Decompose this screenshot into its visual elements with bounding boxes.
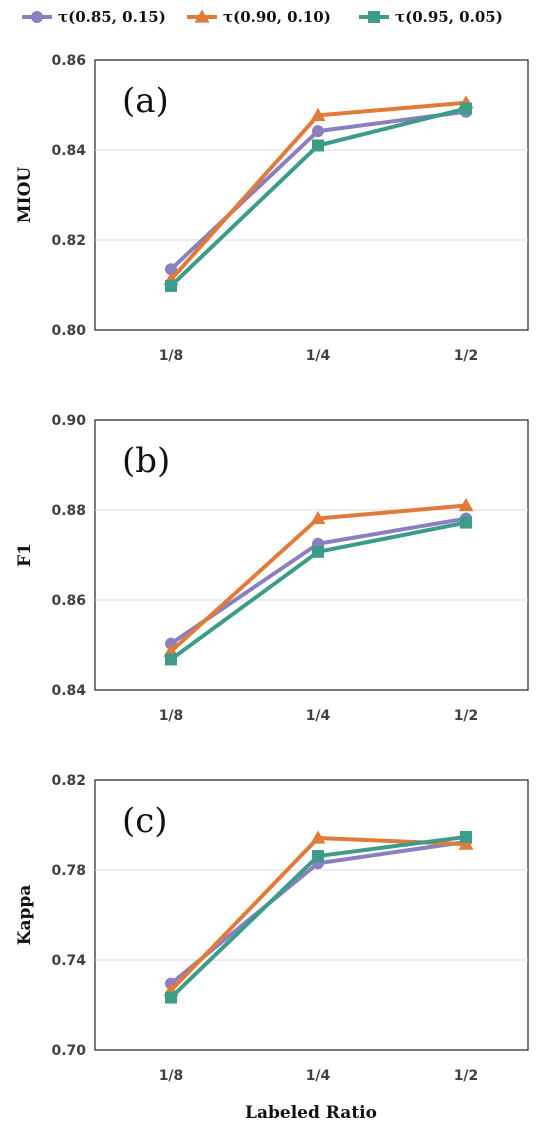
data-point (165, 653, 177, 666)
panel-tag: (b) (122, 441, 170, 481)
x-tick-label: 1/8 (159, 708, 184, 724)
data-point (458, 498, 474, 512)
legend-item: τ(0.85, 0.15) (22, 8, 166, 26)
x-tick-label: 1/2 (454, 348, 479, 364)
legend-marker (31, 11, 43, 23)
y-axis-label: F1 (15, 543, 35, 567)
x-tick-label: 1/4 (306, 708, 331, 724)
y-tick-label: 0.82 (51, 773, 86, 789)
legend-marker (368, 11, 380, 23)
y-tick-label: 0.88 (51, 503, 86, 519)
legend-label: τ(0.95, 0.05) (395, 8, 503, 26)
data-point (312, 545, 324, 558)
chart-panel: 0.80 0.82 0.84 0.86 1/8 1/4 1/2 MIOU (a) (15, 53, 529, 364)
x-tick-label: 1/4 (306, 348, 331, 364)
data-point (310, 511, 326, 525)
legend-item: τ(0.90, 0.10) (187, 8, 331, 26)
legend-label: τ(0.85, 0.15) (58, 8, 166, 26)
x-tick-label: 1/2 (454, 1068, 479, 1084)
y-tick-label: 0.86 (51, 593, 86, 609)
y-tick-label: 0.70 (51, 1043, 86, 1059)
y-axis-label: Kappa (15, 885, 35, 946)
x-tick-label: 1/8 (159, 1068, 184, 1084)
y-tick-label: 0.84 (51, 683, 86, 699)
data-point (312, 850, 324, 863)
y-tick-label: 0.74 (51, 953, 86, 969)
x-axis-label: Labeled Ratio (245, 1103, 377, 1123)
x-tick-label: 1/2 (454, 708, 479, 724)
chart-panel: 0.84 0.86 0.88 0.90 1/8 1/4 1/2 F1 (b) (15, 413, 529, 724)
y-tick-label: 0.80 (51, 323, 86, 339)
panel-tag: (c) (122, 801, 168, 841)
plot-frame (94, 779, 529, 1051)
plot-frame (94, 59, 529, 331)
legend-label: τ(0.90, 0.10) (223, 8, 331, 26)
data-point (460, 830, 472, 843)
data-point (460, 102, 472, 115)
legend-marker (194, 9, 210, 23)
data-point (310, 830, 326, 844)
data-point (458, 836, 474, 850)
data-point (165, 991, 177, 1004)
y-tick-label: 0.82 (51, 233, 86, 249)
data-point (310, 107, 326, 121)
data-point (312, 139, 324, 152)
data-point (312, 125, 324, 138)
y-axis-label: MIOU (15, 167, 35, 224)
y-tick-label: 0.84 (51, 143, 86, 159)
chart-panel: 0.70 0.74 0.78 0.82 1/8 1/4 1/2 Kappa (c) (15, 773, 529, 1084)
data-point (165, 263, 177, 276)
data-point (165, 279, 177, 292)
x-tick-label: 1/4 (306, 1068, 331, 1084)
y-tick-label: 0.78 (51, 863, 86, 879)
panel-tag: (a) (122, 81, 169, 121)
y-tick-label: 0.86 (51, 53, 86, 69)
y-tick-label: 0.90 (51, 413, 86, 429)
plot-frame (94, 419, 529, 691)
x-tick-label: 1/8 (159, 348, 184, 364)
data-point (460, 516, 472, 529)
legend: τ(0.85, 0.15) τ(0.90, 0.10) τ(0.95, 0.05) (22, 8, 503, 26)
legend-item: τ(0.95, 0.05) (359, 8, 503, 26)
